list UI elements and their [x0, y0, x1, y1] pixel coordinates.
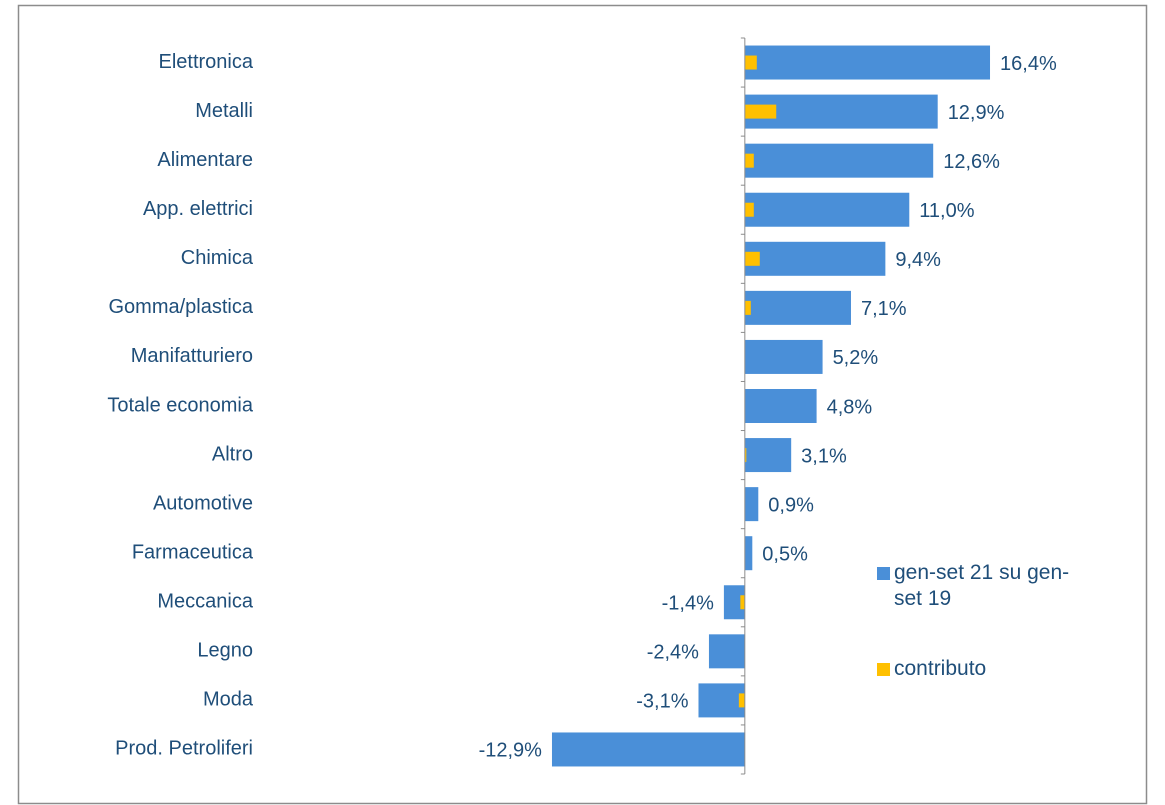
- bar: [744, 300, 751, 315]
- legend-swatch: [877, 567, 890, 580]
- data-label: -3,1%: [636, 691, 688, 713]
- data-label: 4,8%: [827, 396, 873, 418]
- data-label: 11,0%: [919, 200, 974, 222]
- y-tick-label: Manifatturiero: [131, 345, 253, 367]
- data-label: 12,6%: [943, 151, 1000, 173]
- bar: [744, 241, 886, 276]
- y-tick-label: Metalli: [195, 100, 253, 122]
- data-label: 0,5%: [762, 543, 808, 565]
- bar: [744, 192, 910, 227]
- bar: [551, 732, 745, 767]
- bar: [744, 251, 760, 266]
- legend-item: contributo: [877, 656, 1077, 682]
- bar: [723, 585, 745, 620]
- bar: [744, 94, 938, 129]
- data-label: -2,4%: [647, 642, 699, 664]
- bar: [698, 683, 745, 718]
- bar: [744, 143, 934, 178]
- data-label: 5,2%: [833, 347, 879, 369]
- y-tick-label: Legno: [197, 640, 253, 662]
- bar: [744, 202, 754, 217]
- bar: [744, 536, 753, 571]
- bar: [744, 389, 817, 423]
- y-tick-label: Prod. Petroliferi: [115, 738, 253, 760]
- data-label: 12,9%: [948, 102, 1005, 124]
- y-tick-label: Meccanica: [157, 591, 253, 613]
- bar: [744, 45, 991, 80]
- legend-item: gen-set 21 su gen-set 19: [877, 560, 1077, 612]
- legend: gen-set 21 su gen-set 19 contributo: [877, 560, 1077, 682]
- legend-label: contributo: [894, 657, 987, 680]
- data-label: 0,9%: [768, 494, 814, 516]
- y-tick-label: Totale economia: [107, 394, 254, 416]
- frame: [17, 4, 1148, 805]
- bar: [744, 153, 754, 168]
- data-label: 7,1%: [861, 298, 907, 320]
- bar: [740, 595, 745, 610]
- legend-swatch: [877, 663, 890, 676]
- bar: [708, 634, 745, 669]
- bar: [744, 290, 851, 325]
- y-tick-label: Elettronica: [159, 51, 254, 73]
- bar: [744, 339, 823, 374]
- y-tick-label: App. elettrici: [143, 198, 253, 220]
- bar: [744, 487, 759, 522]
- data-label: 3,1%: [801, 445, 847, 467]
- y-tick-label: Farmaceutica: [132, 541, 254, 563]
- data-label: -1,4%: [662, 593, 714, 615]
- data-label: 16,4%: [1000, 53, 1057, 75]
- y-tick-label: Alimentare: [157, 149, 253, 171]
- y-tick-label: Automotive: [153, 492, 253, 514]
- data-label: 9,4%: [895, 249, 941, 271]
- bar: [738, 693, 745, 708]
- bar: [744, 438, 792, 473]
- y-tick-label: Altro: [212, 443, 253, 465]
- legend-label: gen-set 21 su gen-set 19: [894, 561, 1070, 610]
- bar: [744, 55, 757, 70]
- bar: [744, 104, 777, 119]
- data-label: -12,9%: [479, 740, 543, 762]
- y-tick-label: Chimica: [181, 247, 254, 269]
- bar: [744, 448, 747, 463]
- y-tick-label: Moda: [203, 689, 254, 711]
- y-tick-label: Gomma/plastica: [109, 296, 254, 318]
